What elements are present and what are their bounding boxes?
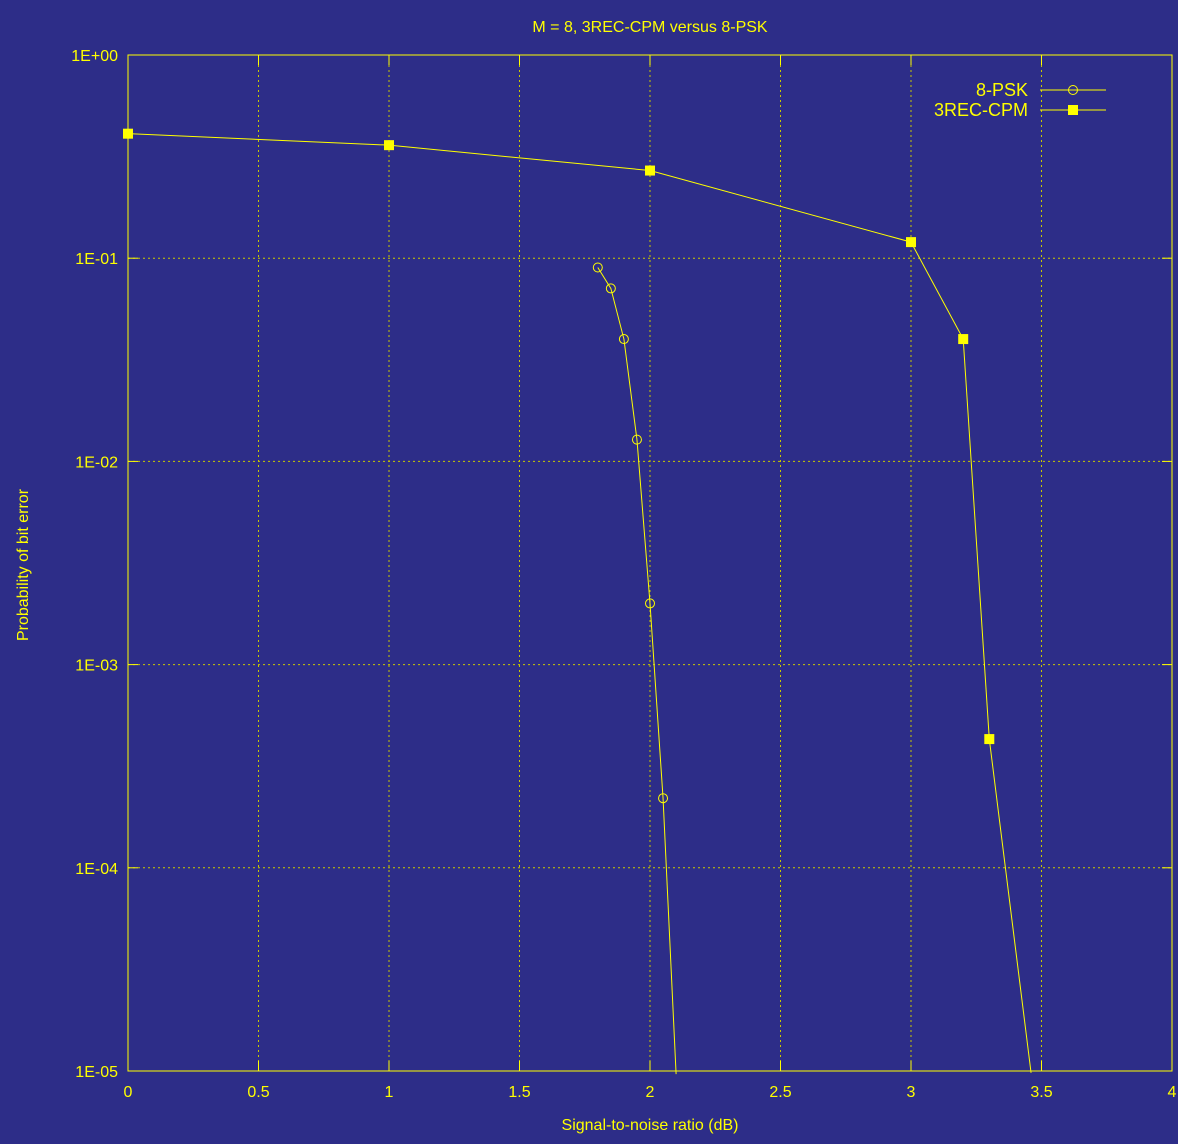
data-point (958, 334, 969, 345)
x-tick-label: 4 (1168, 1084, 1177, 1101)
y-tick-label: 1E+00 (71, 48, 118, 65)
legend-label: 8-PSK (976, 80, 1028, 100)
y-tick-label: 1E-04 (75, 861, 118, 878)
x-tick-label: 3 (907, 1084, 916, 1101)
y-tick-label: 1E-02 (75, 454, 118, 471)
legend-marker (1068, 105, 1078, 115)
series-line (127, 133, 1032, 1073)
x-axis-label: Signal-to-noise ratio (dB) (562, 1117, 739, 1134)
data-point (984, 734, 995, 745)
data-point (645, 165, 655, 176)
y-tick-label: 1E-03 (75, 658, 118, 675)
x-tick-label: 0.5 (247, 1084, 269, 1101)
legend-marker (1068, 85, 1078, 95)
chart-title: M = 8, 3REC-CPM versus 8-PSK (532, 19, 768, 36)
series-8-psk (592, 262, 677, 1075)
x-tick-label: 1.5 (508, 1084, 530, 1101)
x-tick-label: 0 (124, 1084, 133, 1101)
data-point (592, 262, 603, 273)
y-tick-label: 1E-01 (75, 251, 118, 268)
data-point (123, 128, 133, 139)
legend-label: 3REC-CPM (934, 100, 1028, 120)
y-axis-ticks: 1E-05 1E-04 1E-03 1E-02 1E-01 1E+00 (71, 48, 1172, 1081)
data-point (618, 334, 629, 345)
data-point (645, 598, 655, 609)
plot-frame (127, 54, 1173, 1072)
y-axis-label: Probability of bit error (15, 488, 32, 641)
x-axis-ticks: 0 0.5 1 1.5 2 2.5 3 3.5 4 (124, 55, 1177, 1101)
data-point (906, 237, 916, 248)
x-tick-label: 2.5 (769, 1084, 791, 1101)
data-point (658, 793, 669, 804)
series-layer (123, 128, 1032, 1075)
x-tick-label: 2 (646, 1084, 655, 1101)
series-3rec-cpm (123, 128, 1032, 1073)
data-point (605, 283, 616, 294)
data-point (384, 140, 394, 151)
x-tick-label: 3.5 (1030, 1084, 1052, 1101)
grid (128, 55, 1172, 1071)
data-point (631, 434, 642, 445)
x-tick-label: 1 (385, 1084, 394, 1101)
y-tick-label: 1E-05 (75, 1064, 118, 1081)
series-line (597, 267, 677, 1075)
